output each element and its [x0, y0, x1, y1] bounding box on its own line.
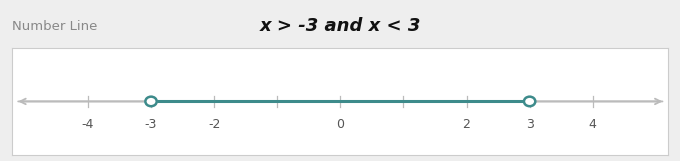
Text: -2: -2: [208, 118, 220, 131]
Text: 4: 4: [589, 118, 596, 131]
Text: 0: 0: [337, 118, 344, 131]
Circle shape: [146, 97, 156, 106]
Text: -3: -3: [145, 118, 157, 131]
Circle shape: [524, 97, 535, 106]
Text: 2: 2: [462, 118, 471, 131]
Text: Number Line: Number Line: [12, 20, 98, 33]
Text: 3: 3: [526, 118, 534, 131]
Text: -4: -4: [82, 118, 94, 131]
Text: x > -3 and x < 3: x > -3 and x < 3: [259, 17, 421, 35]
